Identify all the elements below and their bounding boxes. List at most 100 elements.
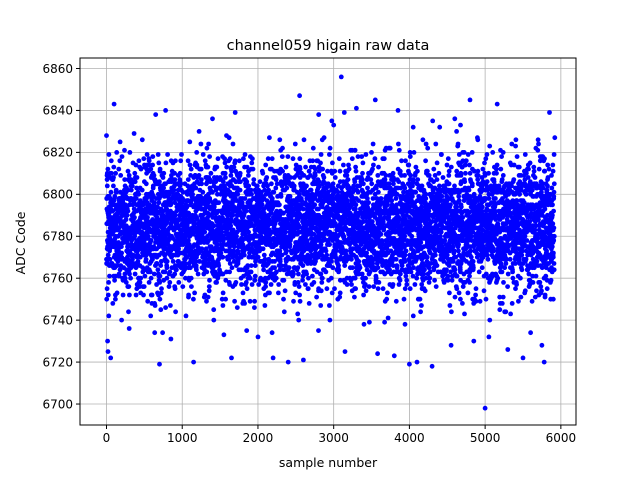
data-point (125, 213, 130, 218)
data-point (442, 238, 447, 243)
data-point (173, 286, 178, 291)
data-point (228, 261, 233, 266)
data-point (459, 173, 464, 178)
data-point (204, 299, 209, 304)
data-point (168, 270, 173, 275)
data-point (365, 186, 370, 191)
data-point (107, 274, 112, 279)
data-point (191, 297, 196, 302)
data-point (397, 148, 402, 153)
data-point (467, 274, 472, 279)
data-point (454, 169, 459, 174)
data-point (252, 299, 257, 304)
data-point (288, 194, 293, 199)
data-point (312, 202, 317, 207)
data-point (373, 156, 378, 161)
data-point (296, 318, 301, 323)
data-point (152, 330, 157, 335)
data-point (314, 295, 319, 300)
data-point (132, 171, 137, 176)
data-point (201, 152, 206, 157)
data-point (328, 318, 333, 323)
data-point (346, 177, 351, 182)
data-point (214, 165, 219, 170)
data-point (244, 328, 249, 333)
data-point (272, 265, 277, 270)
data-point (386, 316, 391, 321)
data-point (338, 291, 343, 296)
data-point (283, 288, 288, 293)
data-point (176, 246, 181, 251)
data-point (251, 167, 256, 172)
data-point (261, 246, 266, 251)
data-point (391, 282, 396, 287)
data-point (244, 280, 249, 285)
data-point (310, 274, 315, 279)
data-point (419, 303, 424, 308)
data-point (456, 142, 461, 147)
data-point (149, 276, 154, 281)
data-point (260, 202, 265, 207)
data-point (456, 242, 461, 247)
data-point (376, 286, 381, 291)
data-point (214, 280, 219, 285)
data-point (171, 259, 176, 264)
data-point (337, 295, 342, 300)
data-point (157, 200, 162, 205)
data-point (397, 282, 402, 287)
data-point (354, 169, 359, 174)
data-point (418, 297, 423, 302)
data-point (229, 173, 234, 178)
data-point (104, 297, 109, 302)
data-point (344, 249, 349, 254)
data-point (480, 265, 485, 270)
data-point (409, 270, 414, 275)
data-point (391, 171, 396, 176)
data-point (132, 131, 137, 136)
data-point (243, 196, 248, 201)
data-point (114, 150, 119, 155)
data-point (192, 291, 197, 296)
data-point (163, 270, 168, 275)
data-point (402, 186, 407, 191)
data-point (127, 150, 132, 155)
data-point (140, 188, 145, 193)
data-point (148, 167, 153, 172)
data-point (361, 293, 366, 298)
data-point (297, 293, 302, 298)
data-point (242, 253, 247, 258)
data-point (145, 152, 150, 157)
data-point (433, 142, 438, 147)
data-point (245, 165, 250, 170)
data-point (133, 272, 138, 277)
data-point (439, 230, 444, 235)
data-point (411, 314, 416, 319)
data-point (329, 119, 334, 124)
data-point (370, 167, 375, 172)
data-point (248, 276, 253, 281)
data-point (441, 175, 446, 180)
data-point (221, 291, 226, 296)
data-point (449, 165, 454, 170)
data-point (456, 249, 461, 254)
data-point (371, 284, 376, 289)
data-point (320, 276, 325, 281)
data-point (288, 242, 293, 247)
data-point (262, 253, 267, 258)
data-point (353, 286, 358, 291)
data-point (445, 163, 450, 168)
data-point (394, 299, 399, 304)
data-point (402, 297, 407, 302)
data-point (319, 152, 324, 157)
data-point (258, 179, 263, 184)
data-point (163, 305, 168, 310)
data-point (199, 181, 204, 186)
data-point (311, 146, 316, 151)
data-point (371, 163, 376, 168)
data-point (421, 137, 426, 142)
data-point (117, 272, 122, 277)
data-point (223, 297, 228, 302)
data-point (404, 278, 409, 283)
data-point (365, 196, 370, 201)
data-point (197, 173, 202, 178)
